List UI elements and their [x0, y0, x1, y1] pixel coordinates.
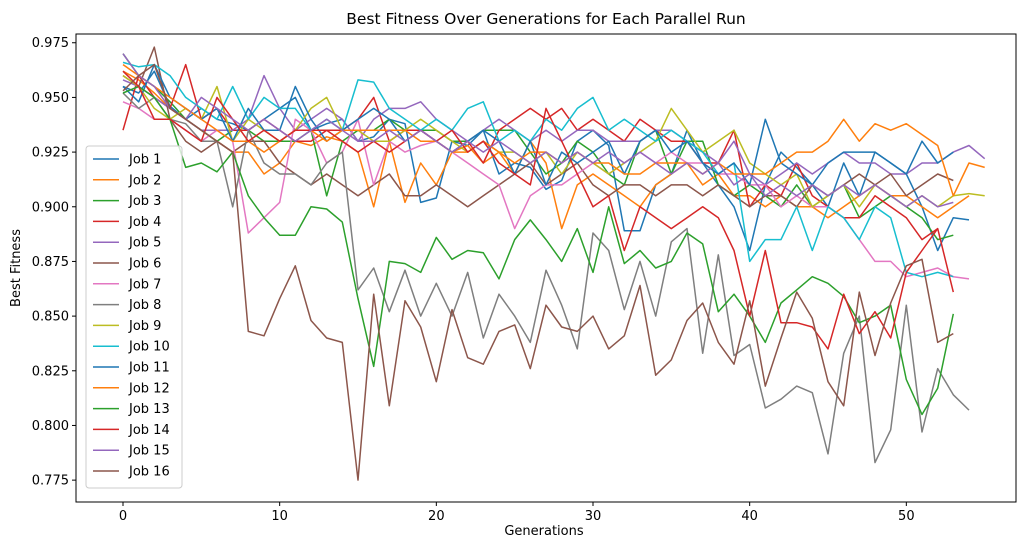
x-tick-label: 20 — [428, 509, 445, 524]
legend-label: Job 4 — [128, 215, 161, 230]
y-tick-label: 0.800 — [32, 419, 69, 434]
legend-label: Job 5 — [128, 236, 161, 251]
legend-label: Job 13 — [128, 402, 170, 417]
legend: Job 1 Job 2 Job 3 Job 4 Job 5 Job 6 Job 7 Job 8… — [85, 145, 183, 489]
y-tick-label: 0.850 — [32, 310, 69, 325]
series-line-11 — [122, 63, 954, 186]
legend-label: Job 6 — [128, 257, 161, 272]
legend-box — [85, 145, 183, 489]
series-line-16 — [122, 63, 954, 481]
legend-label: Job 7 — [128, 277, 161, 292]
series-line-2 — [122, 70, 970, 230]
x-tick-label: 30 — [585, 509, 602, 524]
legend-label: Job 14 — [128, 423, 170, 438]
legend-label: Job 15 — [128, 444, 170, 459]
series-line-15 — [122, 53, 954, 208]
y-tick-label: 0.775 — [32, 474, 69, 489]
y-axis: 0.775 0.800 0.825 0.850 0.875 0.900 0.925 0.950… — [32, 36, 76, 489]
y-tick-label: 0.825 — [32, 364, 69, 379]
y-tick-label: 0.950 — [32, 91, 69, 106]
legend-label: Job 12 — [128, 381, 170, 396]
legend-label: Job 11 — [128, 361, 170, 376]
series-line-8 — [122, 92, 970, 464]
series-line-10 — [122, 61, 954, 278]
x-tick-label: 40 — [741, 509, 758, 524]
plot-lines — [122, 46, 986, 481]
chart-title: Best Fitness Over Generations for Each P… — [346, 10, 745, 28]
legend-label: Job 16 — [128, 465, 170, 480]
legend-label: Job 1 — [128, 153, 161, 168]
x-tick-label: 10 — [271, 509, 288, 524]
series-line-13 — [122, 85, 955, 416]
x-axis-title: Generations — [504, 524, 584, 539]
legend-label: Job 2 — [128, 173, 161, 188]
y-tick-label: 0.900 — [32, 200, 69, 215]
legend-label: Job 3 — [128, 194, 161, 209]
legend-label: Job 9 — [128, 319, 161, 334]
x-tick-label: 0 — [119, 509, 127, 524]
y-tick-label: 0.875 — [32, 255, 69, 270]
y-tick-label: 0.975 — [32, 36, 69, 51]
x-axis: 0 10 20 30 40 50 — [119, 502, 915, 524]
legend-label: Job 10 — [128, 340, 170, 355]
legend-label: Job 8 — [128, 298, 161, 313]
y-tick-label: 0.925 — [32, 146, 69, 161]
plot-frame — [75, 33, 1017, 503]
x-tick-label: 50 — [898, 509, 915, 524]
y-axis-title: Best Fitness — [9, 229, 24, 307]
